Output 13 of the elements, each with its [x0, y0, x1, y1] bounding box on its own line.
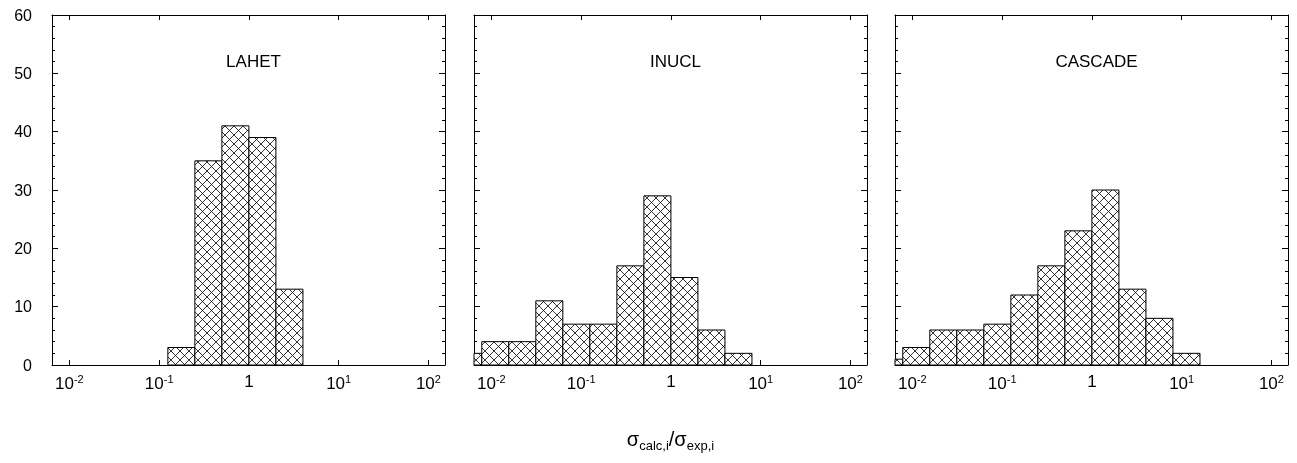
- y-tick-label: 30: [14, 181, 33, 199]
- y-tick-label: 50: [14, 64, 33, 82]
- y-tick-label: 40: [14, 123, 33, 141]
- x-tick-label: 1: [666, 372, 676, 391]
- y-tick-label: 0: [23, 356, 33, 374]
- y-tick-label: 60: [14, 6, 33, 24]
- text: INUCL: [649, 52, 702, 71]
- y-tick-label: 10: [14, 298, 33, 316]
- y-tick-label: 20: [14, 239, 33, 257]
- text: LAHET: [226, 52, 281, 71]
- text: CASCADE: [1055, 52, 1138, 71]
- x-tick-label: 1: [1087, 372, 1097, 391]
- x-tick-label: 1: [244, 372, 254, 391]
